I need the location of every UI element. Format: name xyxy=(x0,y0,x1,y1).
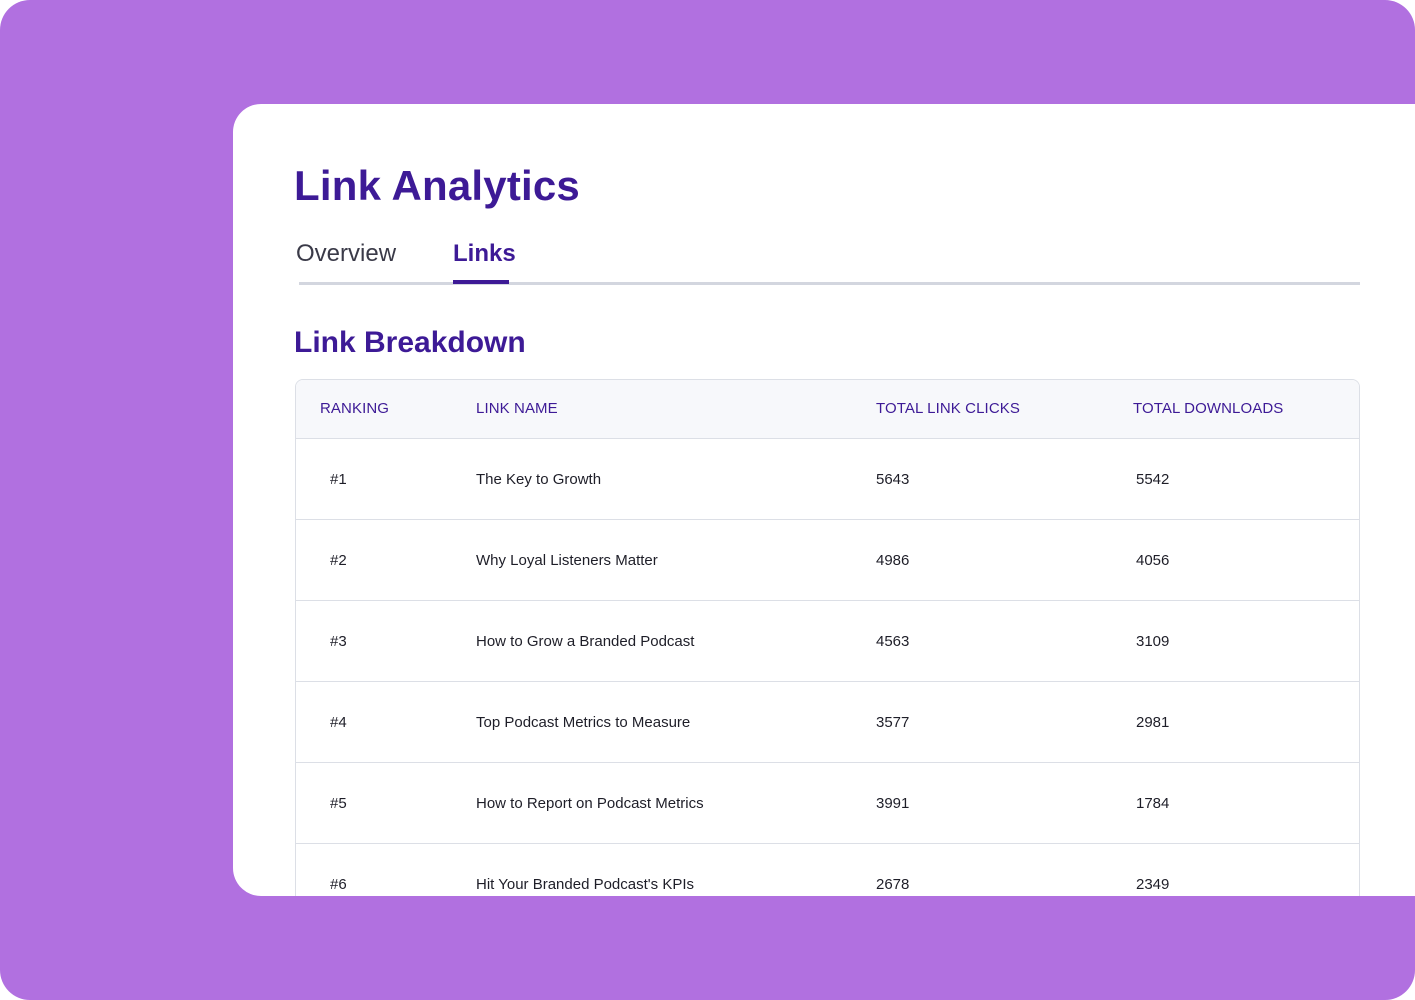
cell-total-downloads: 4056 xyxy=(1136,552,1170,569)
cell-ranking: #4 xyxy=(330,714,347,731)
link-breakdown-table: RANKING LINK NAME TOTAL LINK CLICKS TOTA… xyxy=(295,379,1360,896)
cell-ranking: #3 xyxy=(330,633,347,650)
cell-total-downloads: 5542 xyxy=(1136,471,1170,488)
cell-link-name: Top Podcast Metrics to Measure xyxy=(476,714,691,731)
cell-link-name: Why Loyal Listeners Matter xyxy=(476,552,658,569)
cell-total-link-clicks: 3991 xyxy=(876,795,910,812)
column-header-total-downloads[interactable]: TOTAL DOWNLOADS xyxy=(1133,400,1284,417)
table-body: #1 The Key to Growth 5643 5542 #2 Why Lo… xyxy=(296,439,1359,896)
page-title: Link Analytics xyxy=(294,162,580,209)
cell-ranking: #5 xyxy=(330,795,347,812)
analytics-card: Link Analytics Overview Links Link Break… xyxy=(233,104,1415,896)
cell-total-link-clicks: 4563 xyxy=(876,633,910,650)
column-header-ranking[interactable]: RANKING xyxy=(320,400,390,417)
table-row[interactable]: #5 How to Report on Podcast Metrics 3991… xyxy=(296,763,1359,844)
tab-bar: Overview Links xyxy=(296,232,1360,285)
table-row[interactable]: #1 The Key to Growth 5643 5542 xyxy=(296,439,1359,520)
cell-link-name: Hit Your Branded Podcast's KPIs xyxy=(476,876,694,893)
cell-ranking: #6 xyxy=(330,876,347,893)
section-title-link-breakdown: Link Breakdown xyxy=(294,326,526,359)
active-tab-indicator xyxy=(453,280,509,284)
cell-total-link-clicks: 3577 xyxy=(876,714,910,731)
tab-links[interactable]: Links xyxy=(453,240,516,267)
table-row[interactable]: #4 Top Podcast Metrics to Measure 3577 2… xyxy=(296,682,1359,763)
table-row[interactable]: #3 How to Grow a Branded Podcast 4563 31… xyxy=(296,601,1359,682)
cell-link-name: How to Report on Podcast Metrics xyxy=(476,795,704,812)
table-row[interactable]: #2 Why Loyal Listeners Matter 4986 4056 xyxy=(296,520,1359,601)
cell-link-name: The Key to Growth xyxy=(476,471,602,488)
cell-total-link-clicks: 2678 xyxy=(876,876,910,893)
cell-ranking: #1 xyxy=(330,471,347,488)
column-header-total-link-clicks[interactable]: TOTAL LINK CLICKS xyxy=(876,400,1020,417)
table-header: RANKING LINK NAME TOTAL LINK CLICKS TOTA… xyxy=(296,380,1359,439)
column-header-link-name[interactable]: LINK NAME xyxy=(476,400,558,417)
cell-total-downloads: 1784 xyxy=(1136,795,1170,812)
cell-total-downloads: 2349 xyxy=(1136,876,1170,893)
cell-total-downloads: 2981 xyxy=(1136,714,1170,731)
table-row[interactable]: #6 Hit Your Branded Podcast's KPIs 2678 … xyxy=(296,844,1359,896)
cell-ranking: #2 xyxy=(330,552,347,569)
cell-total-downloads: 3109 xyxy=(1136,633,1170,650)
cell-total-link-clicks: 4986 xyxy=(876,552,910,569)
cell-total-link-clicks: 5643 xyxy=(876,471,910,488)
tab-overview[interactable]: Overview xyxy=(296,240,397,267)
cell-link-name: How to Grow a Branded Podcast xyxy=(476,633,695,650)
